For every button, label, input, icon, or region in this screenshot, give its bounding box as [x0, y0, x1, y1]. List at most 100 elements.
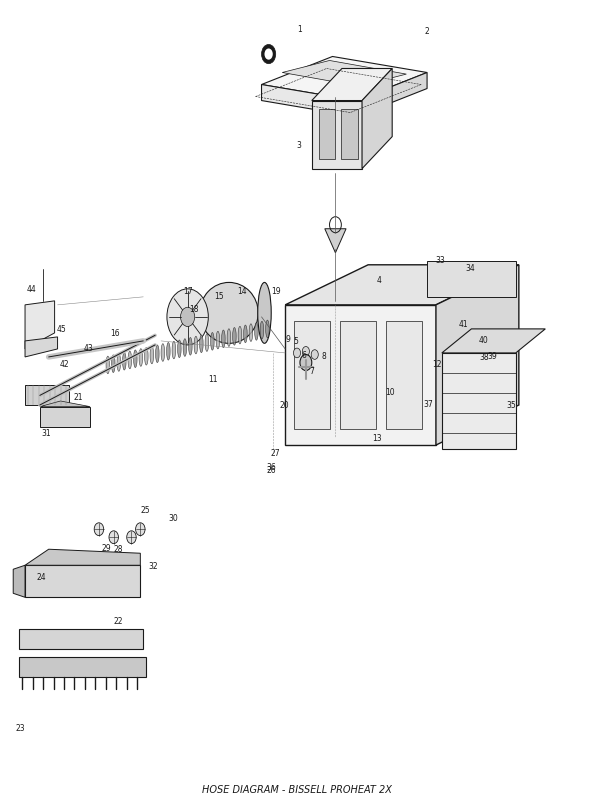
- Text: 17: 17: [184, 287, 193, 296]
- Text: 16: 16: [110, 329, 120, 338]
- Ellipse shape: [249, 324, 252, 342]
- Circle shape: [127, 531, 136, 544]
- Ellipse shape: [183, 340, 187, 357]
- Ellipse shape: [178, 340, 181, 358]
- Text: 30: 30: [169, 513, 178, 522]
- Text: 14: 14: [237, 287, 247, 296]
- Ellipse shape: [156, 345, 159, 363]
- Ellipse shape: [166, 343, 170, 361]
- Ellipse shape: [266, 320, 269, 338]
- Polygon shape: [436, 266, 519, 446]
- Polygon shape: [13, 565, 25, 597]
- Polygon shape: [312, 101, 362, 169]
- Polygon shape: [261, 57, 427, 101]
- Polygon shape: [362, 69, 392, 169]
- Ellipse shape: [216, 332, 220, 349]
- Text: 23: 23: [15, 724, 25, 732]
- Ellipse shape: [150, 347, 154, 365]
- Circle shape: [94, 523, 104, 536]
- Bar: [386, 321, 422, 430]
- Ellipse shape: [255, 323, 258, 340]
- Circle shape: [300, 355, 312, 371]
- Text: 40: 40: [479, 336, 489, 344]
- Circle shape: [264, 50, 273, 60]
- Ellipse shape: [134, 350, 137, 368]
- Text: 10: 10: [386, 387, 395, 397]
- Text: 32: 32: [148, 561, 158, 570]
- Text: 5: 5: [293, 336, 298, 345]
- Text: 31: 31: [42, 428, 51, 437]
- Ellipse shape: [233, 328, 236, 346]
- Bar: [40, 407, 90, 427]
- Text: 4: 4: [376, 275, 381, 284]
- Bar: [19, 630, 143, 650]
- Ellipse shape: [144, 348, 148, 365]
- Ellipse shape: [128, 352, 132, 369]
- Bar: [294, 321, 330, 430]
- Text: 7: 7: [309, 367, 314, 376]
- Text: 37: 37: [424, 399, 433, 409]
- Ellipse shape: [200, 283, 258, 344]
- Ellipse shape: [211, 333, 214, 351]
- Text: 2: 2: [425, 27, 429, 36]
- Text: 1: 1: [298, 25, 302, 34]
- Ellipse shape: [106, 357, 109, 374]
- Circle shape: [293, 349, 301, 358]
- Ellipse shape: [260, 322, 264, 340]
- Text: 3: 3: [296, 141, 301, 150]
- Text: 45: 45: [57, 324, 67, 333]
- Circle shape: [135, 523, 145, 536]
- Polygon shape: [356, 73, 427, 117]
- Text: 11: 11: [208, 374, 218, 384]
- Text: 36: 36: [266, 463, 276, 471]
- Polygon shape: [25, 549, 140, 565]
- Polygon shape: [282, 61, 406, 87]
- Ellipse shape: [205, 334, 208, 352]
- Ellipse shape: [227, 329, 230, 347]
- Ellipse shape: [258, 283, 271, 344]
- Ellipse shape: [161, 344, 165, 362]
- Bar: [19, 658, 146, 678]
- Text: 9: 9: [285, 335, 290, 344]
- Bar: [340, 321, 375, 430]
- Text: 19: 19: [271, 287, 281, 296]
- Ellipse shape: [139, 349, 143, 367]
- Polygon shape: [442, 353, 516, 450]
- Text: 28: 28: [113, 544, 122, 553]
- Ellipse shape: [194, 336, 198, 354]
- Text: 22: 22: [113, 616, 123, 626]
- Ellipse shape: [117, 354, 121, 372]
- Text: 24: 24: [36, 573, 46, 581]
- Bar: [342, 109, 358, 160]
- Polygon shape: [261, 85, 356, 117]
- Text: 33: 33: [435, 255, 445, 264]
- Ellipse shape: [200, 336, 203, 353]
- Circle shape: [181, 308, 195, 327]
- Text: 20: 20: [279, 400, 289, 410]
- Circle shape: [109, 531, 118, 544]
- Circle shape: [302, 347, 309, 357]
- Bar: [319, 109, 336, 160]
- Text: 21: 21: [74, 392, 83, 402]
- Ellipse shape: [238, 327, 242, 344]
- Circle shape: [261, 46, 276, 64]
- Text: 39: 39: [488, 352, 498, 361]
- Text: 34: 34: [465, 263, 475, 272]
- Ellipse shape: [222, 331, 225, 349]
- Ellipse shape: [112, 356, 115, 373]
- Ellipse shape: [244, 326, 247, 343]
- Polygon shape: [442, 329, 545, 353]
- Polygon shape: [25, 337, 58, 357]
- Text: 27: 27: [270, 448, 280, 457]
- Text: 26: 26: [267, 465, 276, 474]
- Bar: [427, 262, 516, 297]
- Text: 35: 35: [507, 400, 517, 410]
- Text: 25: 25: [140, 505, 150, 514]
- Circle shape: [167, 289, 208, 345]
- Bar: [25, 385, 69, 406]
- Text: 29: 29: [101, 544, 111, 552]
- Text: 38: 38: [479, 353, 489, 361]
- Text: 18: 18: [189, 304, 199, 313]
- Ellipse shape: [172, 342, 176, 360]
- Polygon shape: [40, 402, 90, 407]
